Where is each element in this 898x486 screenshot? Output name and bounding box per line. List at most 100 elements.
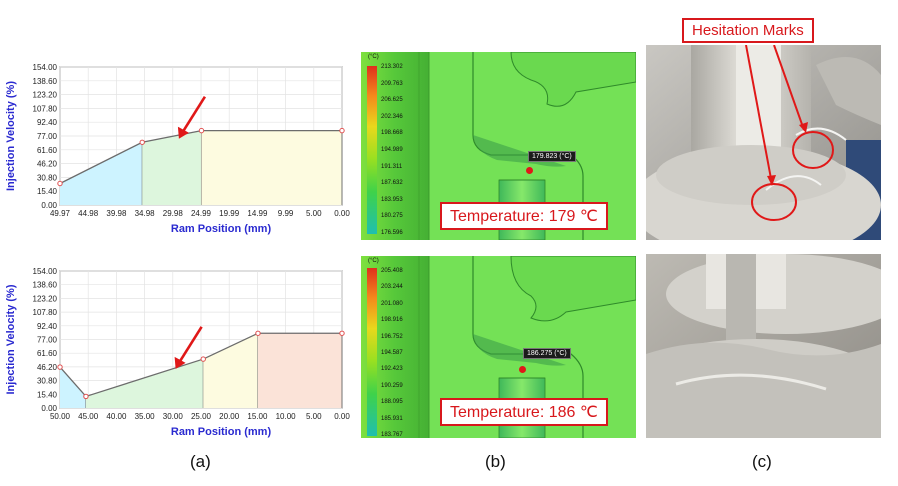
y-tick-label: 138.60 bbox=[33, 281, 58, 290]
scale-tick-label: 190.259 bbox=[381, 382, 403, 389]
panel-label-c: (c) bbox=[752, 452, 772, 471]
y-tick-label: 61.60 bbox=[37, 146, 58, 155]
scale-tick-label: 183.767 bbox=[381, 432, 403, 438]
y-tick-label: 154.00 bbox=[33, 267, 58, 276]
x-tick-label: 5.00 bbox=[306, 209, 322, 218]
y-tick-label: 15.40 bbox=[37, 390, 58, 399]
profile-point bbox=[198, 127, 205, 134]
y-axis-title: Injection Velocity (%) bbox=[5, 81, 17, 191]
velocity-chart-top-svg: 0.00 15.40 30.80 46.20 61.60 77.00 92.40 107.80… bbox=[5, 63, 350, 235]
y-tick-label: 123.20 bbox=[33, 91, 58, 100]
x-tick-label: 30.00 bbox=[163, 412, 184, 421]
y-tick-label: 77.00 bbox=[37, 132, 58, 141]
scale-tick-label: 194.587 bbox=[381, 350, 403, 356]
profile-point bbox=[57, 364, 63, 370]
probe-readout-top: 179.823 (°C) bbox=[528, 151, 576, 162]
x-tick-label: 44.98 bbox=[78, 209, 99, 218]
scale-tick-label: 183.953 bbox=[381, 196, 403, 203]
color-scale-bottom: (°C) 205.408 203.244 201.080 198.916 196.752… bbox=[368, 258, 428, 438]
scale-tick-label: 209.763 bbox=[381, 80, 403, 87]
scale-tick-label: 196.752 bbox=[381, 333, 403, 340]
x-tick-label: 45.00 bbox=[78, 412, 99, 421]
velocity-segment-fill bbox=[142, 130, 202, 205]
arrow-head bbox=[177, 126, 189, 139]
profile-point bbox=[339, 127, 345, 134]
velocity-segment-fill bbox=[60, 367, 86, 408]
molded-part-photo-bottom bbox=[646, 254, 881, 438]
x-tick-label: 9.99 bbox=[278, 209, 294, 218]
x-tick-label: 29.98 bbox=[163, 209, 184, 218]
x-tick-label: 0.00 bbox=[334, 209, 350, 218]
x-tick-label: 40.00 bbox=[106, 412, 127, 421]
color-scale-top: (°C) 213.302 209.763 206.625 202.346 198.668… bbox=[368, 54, 428, 240]
y-tick-label: 0.00 bbox=[41, 201, 57, 210]
velocity-segment-fill bbox=[203, 333, 258, 408]
arrow-head bbox=[174, 356, 186, 369]
scale-tick-label: 201.080 bbox=[381, 300, 403, 307]
scale-tick-label: 194.989 bbox=[381, 147, 403, 153]
x-tick-label: 49.97 bbox=[50, 209, 71, 218]
profile-point bbox=[139, 139, 145, 145]
y-axis-title: Injection Velocity (%) bbox=[5, 284, 17, 394]
y-tick-label: 77.00 bbox=[37, 336, 58, 345]
scale-tick-label: 205.408 bbox=[381, 268, 403, 274]
y-tick-label: 107.80 bbox=[33, 104, 58, 113]
y-tick-label: 15.40 bbox=[37, 187, 58, 196]
x-axis-title: Ram Position (mm) bbox=[171, 426, 272, 438]
y-tick-label: 123.20 bbox=[33, 294, 58, 303]
y-tick-label: 46.20 bbox=[37, 363, 58, 372]
hesitation-marks-label: Hesitation Marks bbox=[682, 18, 814, 43]
scale-tick-label: 176.596 bbox=[381, 230, 403, 236]
photo-bottom bbox=[646, 254, 881, 438]
x-tick-label: 15.00 bbox=[247, 412, 268, 421]
hesitation-circle bbox=[792, 131, 834, 169]
velocity-segment-fill bbox=[85, 359, 204, 408]
y-tick-label: 92.40 bbox=[37, 322, 58, 331]
velocity-segment-fill bbox=[201, 130, 342, 205]
molded-part-photo-top bbox=[646, 45, 881, 240]
x-tick-label: 19.99 bbox=[219, 209, 240, 218]
velocity-segment-fill bbox=[257, 333, 342, 408]
velocity-chart-bottom-svg: 0.00 15.40 30.80 46.20 61.60 77.00 92.40 107.80… bbox=[5, 267, 350, 438]
y-tick-label: 92.40 bbox=[37, 118, 58, 127]
arrow-shaft bbox=[181, 95, 207, 133]
photo-top bbox=[646, 45, 881, 240]
scale-tick-label: 198.916 bbox=[381, 317, 403, 324]
velocity-chart-top: 0.00 15.40 30.80 46.20 61.60 77.00 92.40 107.80… bbox=[0, 0, 360, 245]
y-tick-label: 107.80 bbox=[33, 308, 58, 317]
x-tick-label: 24.99 bbox=[191, 209, 212, 218]
scale-tick-label: 185.931 bbox=[381, 415, 403, 422]
x-tick-label: 34.98 bbox=[135, 209, 156, 218]
panel-label-b: (b) bbox=[485, 452, 506, 471]
y-tick-label: 30.80 bbox=[37, 173, 58, 182]
y-tick-label: 30.80 bbox=[37, 377, 58, 386]
y-tick-label: 0.00 bbox=[41, 404, 57, 413]
x-tick-label: 39.98 bbox=[106, 209, 127, 218]
profile-point bbox=[339, 330, 345, 336]
x-tick-label: 50.00 bbox=[50, 412, 71, 421]
scale-tick-label: 187.632 bbox=[381, 180, 403, 187]
y-tick-label: 61.60 bbox=[37, 349, 58, 358]
scale-tick-label: 188.095 bbox=[381, 399, 403, 406]
y-tick-label: 46.20 bbox=[37, 160, 58, 169]
y-tick-label: 138.60 bbox=[33, 77, 58, 86]
profile-point bbox=[57, 180, 63, 187]
x-axis-title: Ram Position (mm) bbox=[171, 223, 272, 235]
temperature-label-bottom: Temperature: 186 ℃ bbox=[440, 398, 608, 426]
scale-tick-label: 192.423 bbox=[381, 366, 403, 373]
scale-tick-label: 191.311 bbox=[381, 163, 403, 170]
arrow-shaft bbox=[178, 326, 203, 363]
velocity-segment-fill bbox=[60, 142, 143, 205]
panel-label-a: (a) bbox=[190, 452, 211, 471]
x-tick-label: 14.99 bbox=[247, 209, 268, 218]
x-tick-label: 20.00 bbox=[219, 412, 240, 421]
scale-unit: (°C) bbox=[368, 54, 379, 60]
temperature-label-top: Temperature: 179 ℃ bbox=[440, 202, 608, 230]
x-tick-label: 5.00 bbox=[306, 412, 322, 421]
scale-tick-label: 213.302 bbox=[381, 64, 403, 70]
x-tick-label: 35.00 bbox=[135, 412, 156, 421]
y-tick-label: 154.00 bbox=[33, 63, 58, 72]
probe-readout-bottom: 186.275 (°C) bbox=[523, 348, 571, 359]
profile-point bbox=[83, 393, 89, 400]
scale-tick-label: 198.668 bbox=[381, 130, 403, 137]
